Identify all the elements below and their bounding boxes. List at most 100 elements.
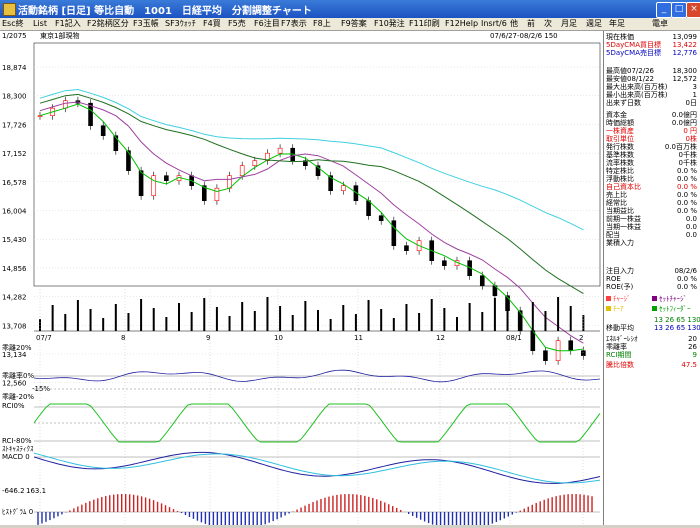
menu-item-19[interactable]: 月足 [561, 19, 577, 28]
volume-bar-27 [380, 309, 383, 331]
max-vol-label: 最大出来高(百万株) [606, 83, 668, 91]
menu-item-18[interactable]: 次 [544, 19, 552, 28]
menu-item-17[interactable]: 前 [527, 19, 535, 28]
candle-body-0 [37, 115, 43, 117]
kairi-line [33, 369, 601, 383]
volume-bar-40 [544, 311, 547, 331]
rci-line [33, 403, 601, 443]
volume-bar-24 [342, 305, 345, 331]
menu-item-5[interactable]: SF3ｳｫｯﾁ [165, 19, 196, 28]
close-button[interactable]: × [686, 2, 700, 18]
candle-body-26 [366, 200, 371, 216]
volume-bar-17 [253, 311, 256, 331]
signal-line [33, 452, 601, 484]
low-value: 12,572 [672, 75, 698, 83]
menu-item-3[interactable]: F2銘柄区分 [87, 19, 129, 28]
rci-label: RCI0% [2, 402, 25, 410]
header-market: 東京1部現物 [40, 31, 79, 40]
menu-item-13[interactable]: F11印刷 [409, 19, 440, 28]
price-label-7: 14,856 [2, 265, 27, 273]
share-row-9-label: 当期一株益 [606, 223, 641, 231]
candle-body-4 [88, 102, 93, 126]
capital-label: 資本金 [606, 111, 627, 119]
menu-item-6[interactable]: F4買 [203, 19, 221, 28]
candle-body-14 [214, 187, 220, 201]
kairi-m20-label: 乖離-20% [2, 392, 34, 401]
macd-line [33, 451, 601, 484]
menu-item-0[interactable]: Esc終 [2, 19, 24, 28]
unit-price-label: 一株資産 [606, 127, 634, 135]
candle-body-21 [303, 160, 308, 166]
menu-item-22[interactable]: 電卓 [652, 19, 668, 28]
trade-unit-label: 取引単位 [606, 135, 634, 143]
share-row-9-value: 0.0 [685, 223, 697, 231]
hist-label: ﾋｽﾄｸﾞﾗﾑ 0 [2, 508, 33, 516]
menu-item-10[interactable]: F8上 [313, 19, 331, 28]
menu-item-1[interactable]: List [33, 19, 47, 28]
share-row-8-value: 0.0 [685, 215, 697, 223]
volume-bar-22 [317, 310, 319, 331]
days-value: 0日 [685, 99, 697, 107]
volume-bar-21 [304, 301, 307, 331]
menu-item-15[interactable]: Insrt/6 [481, 19, 507, 28]
ma26-line [39, 101, 584, 344]
ma65-line [39, 93, 584, 295]
volume-bar-1 [51, 305, 54, 331]
date-top-6: 08/1 [506, 334, 522, 342]
candle-body-35 [479, 275, 485, 286]
volume-bar-43 [582, 315, 585, 331]
menu-item-14[interactable]: F12Help [445, 19, 479, 28]
volume-bar-23 [329, 319, 332, 331]
menu-item-11[interactable]: F9答案 [341, 19, 367, 28]
volume-bar-19 [279, 306, 282, 331]
candle-body-10 [164, 175, 169, 181]
price-label-5: 16,004 [2, 208, 27, 216]
legend-setfeeder-swatch [652, 306, 657, 311]
share-row-1-value: 0千株 [678, 159, 697, 167]
macd0-label: MACD 0 [2, 453, 30, 461]
menu-item-21[interactable]: 年足 [609, 19, 625, 28]
menu-bar: Esc終 List F1記入 F2銘柄区分 F3玉帳 SF3ｳｫｯﾁ F4買 F5売 F6注目 F… [0, 18, 700, 31]
share-row-7-value: 0.0 % [676, 207, 697, 215]
legend-setcharge-swatch [652, 296, 657, 301]
volume-bar-41 [557, 297, 560, 331]
share-row-0-label: 基準株数 [606, 151, 634, 159]
max-vol-value: 3 [692, 83, 697, 91]
menu-item-2[interactable]: F1記入 [55, 19, 81, 28]
menu-item-8[interactable]: F6注目 [254, 19, 280, 28]
menu-item-4[interactable]: F3玉帳 [133, 19, 159, 28]
share-row-10-label: 配当 [606, 231, 620, 239]
menu-item-7[interactable]: F5売 [228, 19, 246, 28]
kairi20-label: 乖離20% [2, 343, 32, 352]
candle-body-42 [568, 340, 574, 352]
minimize-button[interactable]: _ [656, 2, 672, 18]
candle-body-18 [265, 152, 270, 161]
unit-price-value: 0 円 [683, 127, 697, 135]
candle-body-9 [151, 175, 157, 196]
volume-bar-35 [481, 312, 484, 331]
menu-item-16[interactable]: 他 [510, 19, 518, 28]
ratio-label: 騰比倍数 [606, 361, 634, 369]
info-panel: 現在株価 13,099 5DayCMA買目標 13,422 5DayCMA売目標 12,7… [603, 31, 700, 525]
current-price-value: 13,099 [672, 33, 698, 41]
ma-periods-1: 13 26 65 130 [654, 316, 700, 324]
price-label-8: 14,282 [2, 294, 27, 302]
energy-value: 20 [688, 335, 697, 343]
menu-item-20[interactable]: 週足 [586, 19, 602, 28]
candle-body-29 [404, 245, 409, 251]
minus15-label: -15% [32, 385, 50, 393]
price-label-10: 13,134 [2, 351, 27, 359]
kairi0-label: 乖離率0% [2, 371, 34, 380]
candle-body-16 [239, 165, 245, 176]
trade-unit-value: 0株 [685, 135, 697, 143]
price-label-9: 13,708 [2, 322, 27, 330]
menu-item-9[interactable]: F7表示 [281, 19, 307, 28]
roe2-label: ROE(予) [606, 283, 634, 291]
legend-setcharge-label: ｾｯﾄﾁｬｰｼﾞ [659, 295, 687, 303]
ma-periods-2: 13 26 65 130 [654, 324, 700, 332]
entry-label: 注目入力 [606, 267, 634, 275]
share-row-10-value: 0.0 [685, 231, 697, 239]
maximize-button[interactable]: □ [671, 2, 687, 18]
menu-item-12[interactable]: F10発注 [374, 19, 405, 28]
rci-label: RCI期間 [606, 351, 632, 359]
